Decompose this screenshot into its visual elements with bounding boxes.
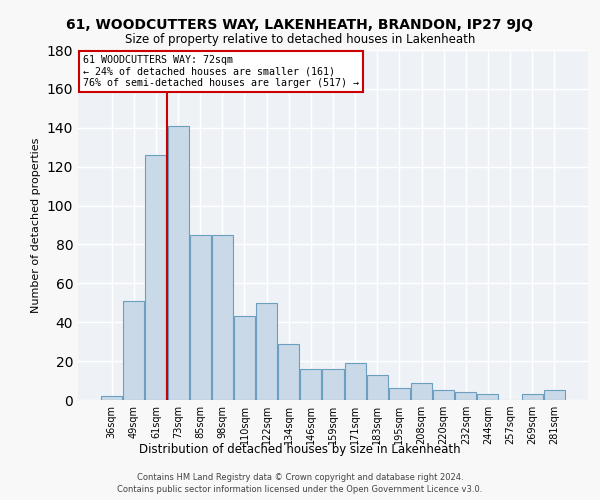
Bar: [367, 374, 388, 400]
Bar: [411, 382, 432, 400]
Bar: [455, 392, 476, 400]
Bar: [101, 396, 122, 400]
Bar: [190, 234, 211, 400]
Bar: [145, 155, 166, 400]
Bar: [344, 363, 365, 400]
Bar: [124, 301, 145, 400]
Text: Contains HM Land Registry data © Crown copyright and database right 2024.: Contains HM Land Registry data © Crown c…: [137, 472, 463, 482]
Y-axis label: Number of detached properties: Number of detached properties: [31, 138, 41, 312]
Bar: [167, 126, 188, 400]
Bar: [322, 369, 344, 400]
Bar: [256, 303, 277, 400]
Text: 61 WOODCUTTERS WAY: 72sqm
← 24% of detached houses are smaller (161)
76% of semi: 61 WOODCUTTERS WAY: 72sqm ← 24% of detac…: [83, 56, 359, 88]
Bar: [234, 316, 255, 400]
Bar: [544, 390, 565, 400]
Bar: [301, 369, 322, 400]
Bar: [278, 344, 299, 400]
Bar: [433, 390, 454, 400]
Text: Contains public sector information licensed under the Open Government Licence v3: Contains public sector information licen…: [118, 485, 482, 494]
Text: Distribution of detached houses by size in Lakenheath: Distribution of detached houses by size …: [139, 442, 461, 456]
Text: 61, WOODCUTTERS WAY, LAKENHEATH, BRANDON, IP27 9JQ: 61, WOODCUTTERS WAY, LAKENHEATH, BRANDON…: [67, 18, 533, 32]
Bar: [478, 394, 499, 400]
Bar: [212, 234, 233, 400]
Bar: [389, 388, 410, 400]
Text: Size of property relative to detached houses in Lakenheath: Size of property relative to detached ho…: [125, 32, 475, 46]
Bar: [521, 394, 542, 400]
